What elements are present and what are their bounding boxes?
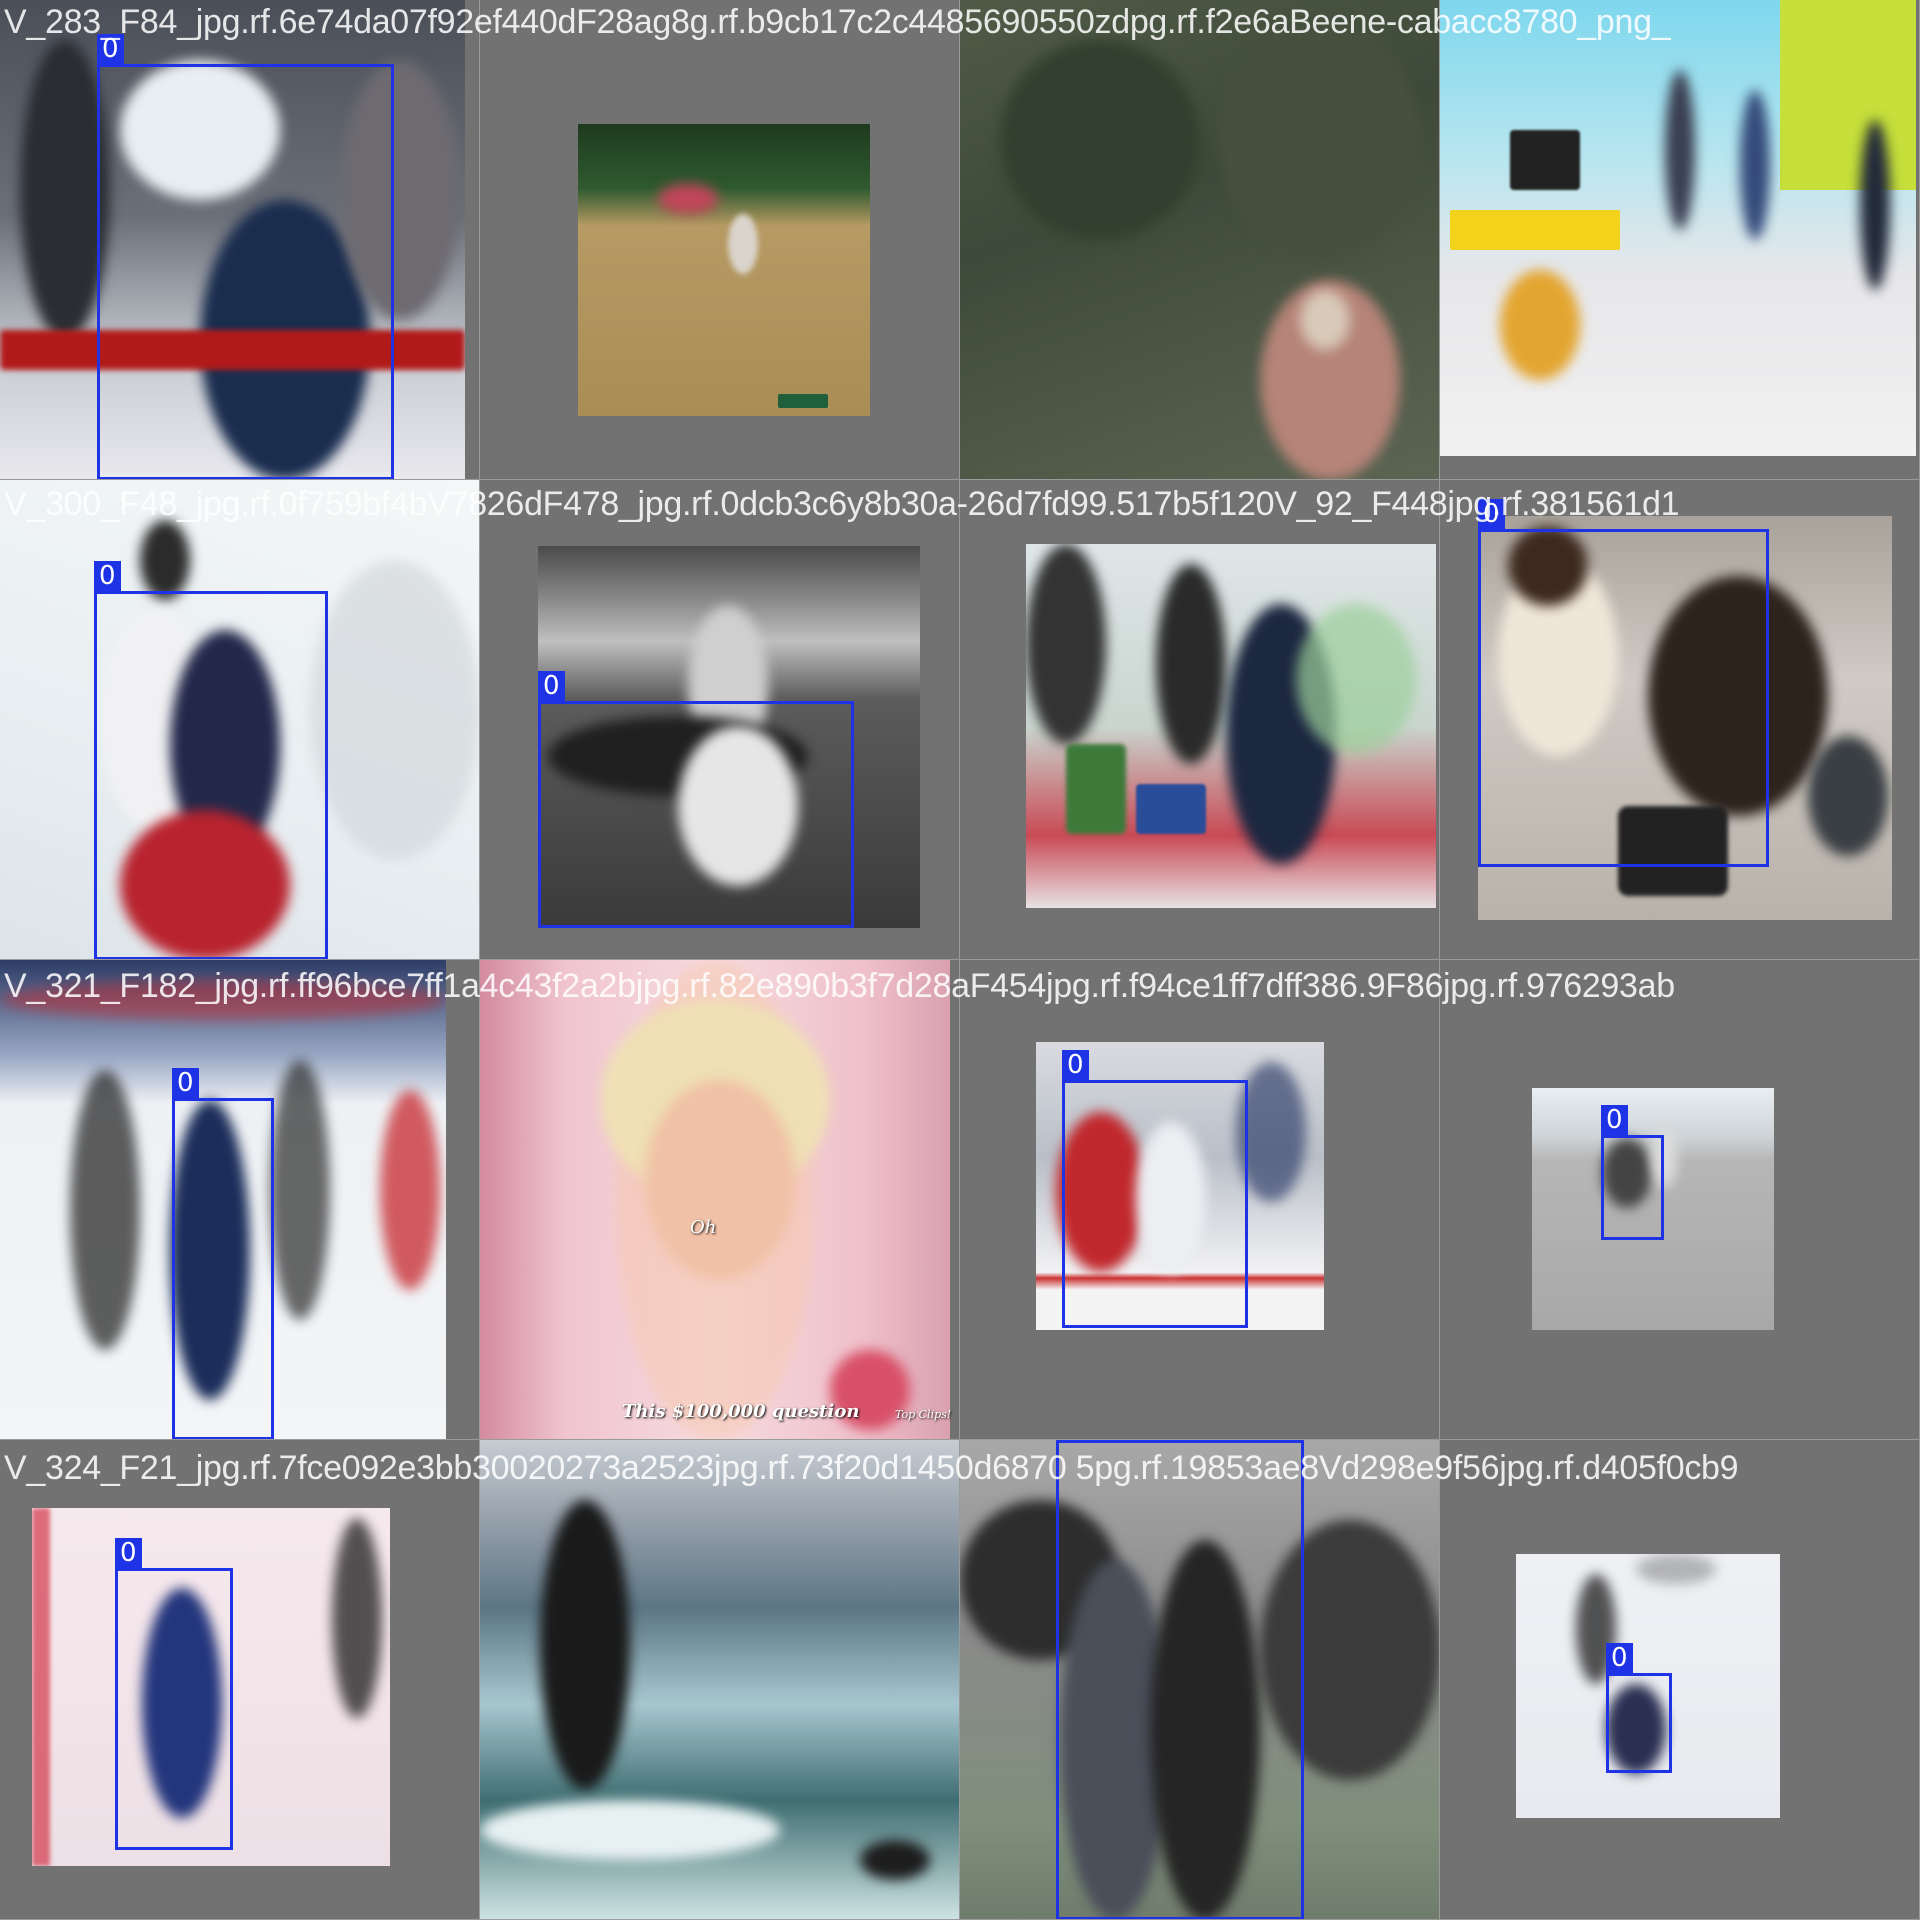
caption-word: Oh <box>690 1217 717 1238</box>
detection-label: 0 <box>94 561 121 591</box>
detection-box <box>538 701 854 928</box>
tile-15[interactable]: 0 <box>960 1440 1440 1920</box>
detection-label: 0 <box>115 1538 142 1568</box>
sidewalk-fight-photo <box>1532 1088 1774 1330</box>
tile-1[interactable]: 0 <box>0 0 480 480</box>
tile-10[interactable]: Oh This $100,000 question Top Clips! <box>480 960 960 1440</box>
game-show-photo <box>480 960 950 1439</box>
tile-16[interactable]: 0 <box>1440 1440 1920 1920</box>
office-photo <box>1440 0 1916 456</box>
filename-row-3: V_321_F182_jpg.rf.ff96bce7ff1a4c43f2a2bj… <box>4 967 1675 1005</box>
tile-9[interactable]: 0 <box>0 960 480 1440</box>
detection-label: 0 <box>97 34 124 64</box>
detection-box <box>115 1568 233 1850</box>
detection-box <box>1056 1440 1304 1919</box>
tile-4[interactable] <box>1440 0 1920 480</box>
filename-row-4: V_324_F21_jpg.rf.7fce092e3bb30020273a252… <box>4 1449 1739 1487</box>
forest-walker-photo <box>960 0 1439 479</box>
detection-label: 0 <box>1601 1105 1628 1135</box>
detection-box <box>1478 529 1769 867</box>
filename-row-2: V_300_F48_jpg.rf.0f759bf4bV7826dF478_jpg… <box>4 485 1680 523</box>
filename-row-1: V_283_F84_jpg.rf.6e74da07f92ef440dF28ag8… <box>4 3 1671 41</box>
badge-text: Top Clips! <box>895 1408 952 1421</box>
hockey-fight-photo <box>0 480 479 959</box>
tile-7[interactable] <box>960 480 1440 960</box>
caption-line: This $100,000 question <box>622 1401 860 1422</box>
detection-box <box>172 1098 274 1439</box>
hockey-faceoff-photo <box>32 1508 390 1866</box>
hockey-rink-photo <box>0 960 446 1439</box>
detection-box <box>1606 1673 1672 1773</box>
hockey-fight-photo <box>0 0 465 479</box>
detection-label: 0 <box>538 671 565 701</box>
parking-lot-fight-photo <box>960 1440 1439 1919</box>
event-booth-photo <box>1026 544 1436 908</box>
detection-label: 0 <box>1478 499 1505 529</box>
tile-14[interactable] <box>480 1440 960 1920</box>
detection-label: 0 <box>172 1068 199 1098</box>
tile-2[interactable] <box>480 0 960 480</box>
detection-box <box>97 64 394 479</box>
detection-label: 0 <box>1606 1643 1633 1673</box>
equestrian-photo <box>578 124 870 416</box>
hockey-rink-photo <box>1516 1554 1780 1818</box>
tile-3[interactable] <box>960 0 1440 480</box>
tile-11[interactable]: 0 <box>960 960 1440 1440</box>
tile-8[interactable]: 0 <box>1440 480 1920 960</box>
school-fight-photo <box>1478 516 1892 920</box>
detection-box <box>1062 1080 1248 1328</box>
tile-12[interactable]: 0 <box>1440 960 1920 1440</box>
tile-5[interactable]: 0 <box>0 480 480 960</box>
street-fight-photo <box>538 546 920 928</box>
detection-label: 0 <box>1062 1050 1089 1080</box>
tile-13[interactable]: 0 <box>0 1440 480 1920</box>
detection-box <box>94 591 328 959</box>
detection-box <box>1601 1135 1664 1240</box>
paddleboard-photo <box>480 1440 959 1919</box>
tile-6[interactable]: 0 <box>480 480 960 960</box>
